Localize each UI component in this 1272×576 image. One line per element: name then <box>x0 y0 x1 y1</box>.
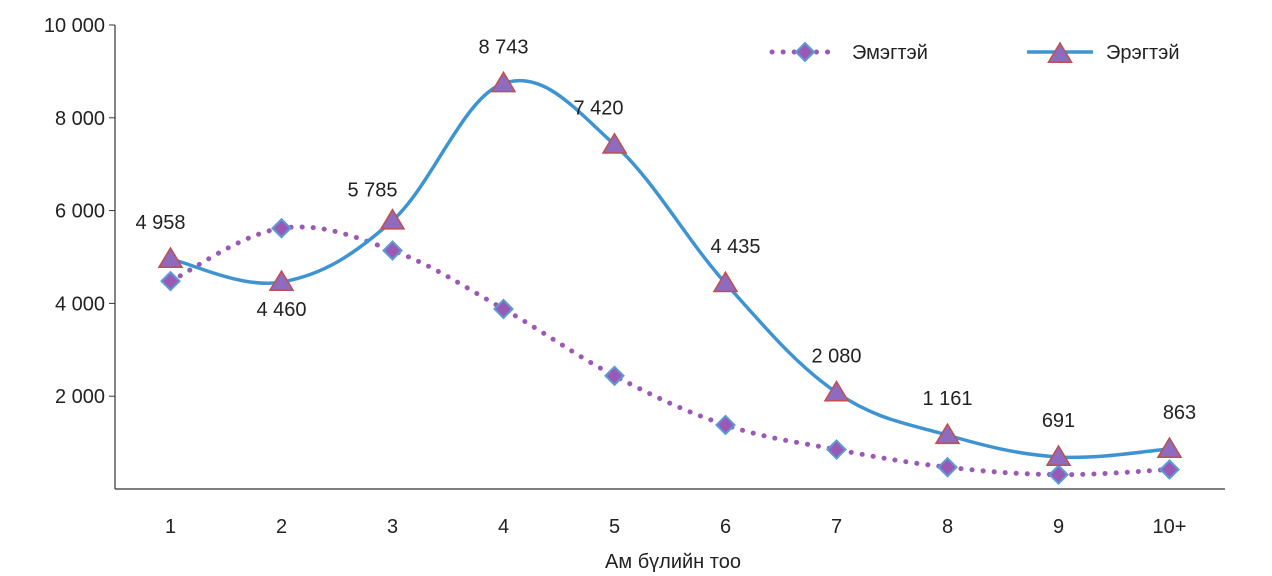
legend-label-male: Эрэгтэй <box>1106 42 1180 64</box>
data-label: 8 743 <box>478 36 528 58</box>
data-point-triangle <box>268 269 295 292</box>
data-point-triangle <box>601 132 628 154</box>
data-point-triangle <box>1045 444 1072 466</box>
y-tick-label: 6 000 <box>55 201 105 223</box>
x-tick-label: 4 <box>498 516 509 538</box>
data-label: 4 958 <box>135 212 185 234</box>
data-point-triangle <box>490 70 517 93</box>
legend-item-female: Эмэгтэй <box>769 41 928 64</box>
data-labels: 4 958 4 460 5 785 8 743 7 420 4 435 2 080 1 161… <box>135 36 1196 432</box>
y-tick-label: 2 000 <box>55 386 105 408</box>
legend-marker-triangle <box>1047 41 1073 63</box>
y-tick-label: 10 000 <box>44 15 105 37</box>
data-point-triangle <box>934 422 961 445</box>
data-point-diamond <box>715 414 736 436</box>
x-tick-label: 3 <box>387 516 398 538</box>
data-point-triangle <box>823 380 850 402</box>
legend-marker-diamond <box>794 41 816 63</box>
legend-label-female: Эмэгтэй <box>852 42 928 64</box>
data-label: 5 785 <box>347 180 397 202</box>
axes: 2 000 4 000 6 000 8 000 10 000 1 2 3 4 5 6 7 8 9 10+ <box>44 15 1225 538</box>
legend-item-male: Эрэгтэй <box>1027 41 1180 64</box>
data-point-diamond <box>604 365 625 387</box>
data-point-triangle <box>157 246 184 268</box>
data-label: 4 460 <box>256 299 306 321</box>
x-tick-label: 8 <box>942 516 953 538</box>
data-label: 863 <box>1163 402 1196 424</box>
data-point-diamond <box>271 217 292 239</box>
x-tick-label: 2 <box>276 516 287 538</box>
series-line <box>168 224 1172 478</box>
x-tick-label: 9 <box>1053 516 1064 538</box>
x-axis-title: Ам бүлийн тоо <box>605 551 741 573</box>
x-tick-label: 10+ <box>1153 516 1187 538</box>
data-label: 1 161 <box>922 388 972 410</box>
x-tick-label: 1 <box>165 516 176 538</box>
data-point-triangle <box>1156 436 1183 458</box>
data-label: 691 <box>1042 410 1075 432</box>
data-point-diamond <box>1048 464 1069 486</box>
data-point-diamond <box>160 270 181 292</box>
data-label: 7 420 <box>573 98 623 120</box>
data-point-diamond <box>1159 459 1180 480</box>
x-tick-label: 7 <box>831 516 842 538</box>
x-tick-label: 5 <box>609 516 620 538</box>
data-point-triangle <box>379 208 406 230</box>
data-label: 4 435 <box>710 236 760 258</box>
data-point-diamond <box>493 298 514 320</box>
data-label: 2 080 <box>811 345 861 367</box>
y-tick-label: 4 000 <box>55 293 105 315</box>
legend: Эмэгтэй Эрэгтэй <box>769 41 1180 64</box>
data-point-triangle <box>712 270 739 293</box>
series-line <box>168 78 1172 460</box>
data-point-diamond <box>382 240 403 261</box>
data-point-diamond <box>826 439 847 460</box>
series-female <box>160 217 1180 486</box>
series-male <box>157 70 1183 466</box>
y-tick-label: 8 000 <box>55 108 105 130</box>
series-layer <box>157 70 1183 486</box>
x-tick-label: 6 <box>720 516 731 538</box>
data-point-diamond <box>937 456 958 478</box>
